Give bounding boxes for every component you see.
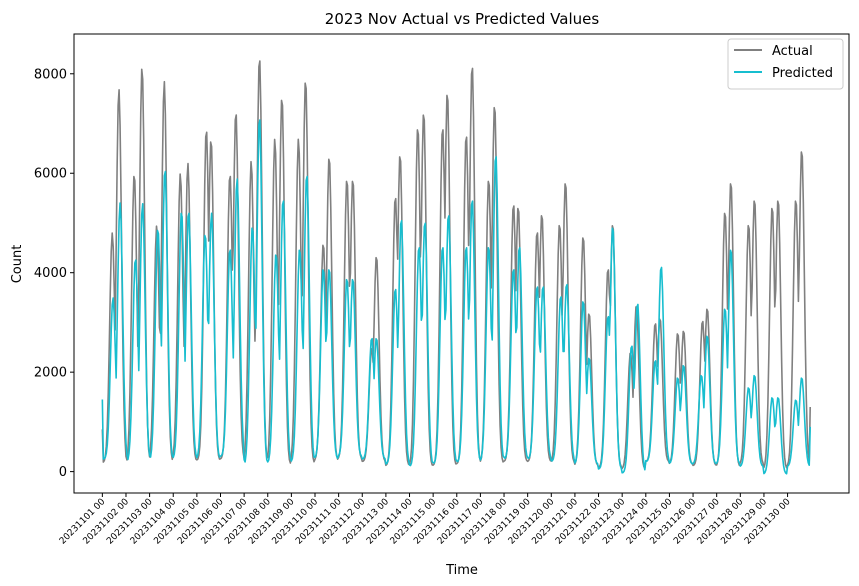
- chart-title: 2023 Nov Actual vs Predicted Values: [325, 10, 600, 28]
- y-axis-label: Count: [10, 245, 25, 284]
- y-tick-label: 8000: [34, 67, 67, 82]
- x-axis-label: Time: [445, 563, 478, 578]
- y-tick-label: 2000: [34, 366, 67, 381]
- y-tick-label: 4000: [34, 266, 67, 281]
- y-axis-ticks: 0 2000 4000 6000 8000: [34, 67, 74, 480]
- legend: Actual Predicted: [727, 38, 844, 90]
- y-tick-label: 6000: [34, 167, 67, 182]
- y-tick-label: 0: [59, 465, 67, 480]
- legend-label-actual: Actual: [772, 44, 813, 59]
- legend-frame: [727, 38, 844, 90]
- series-line-predicted: [101, 119, 812, 475]
- series-layer: [101, 60, 812, 475]
- legend-label-predicted: Predicted: [772, 66, 833, 81]
- axes-frame: [73, 33, 850, 494]
